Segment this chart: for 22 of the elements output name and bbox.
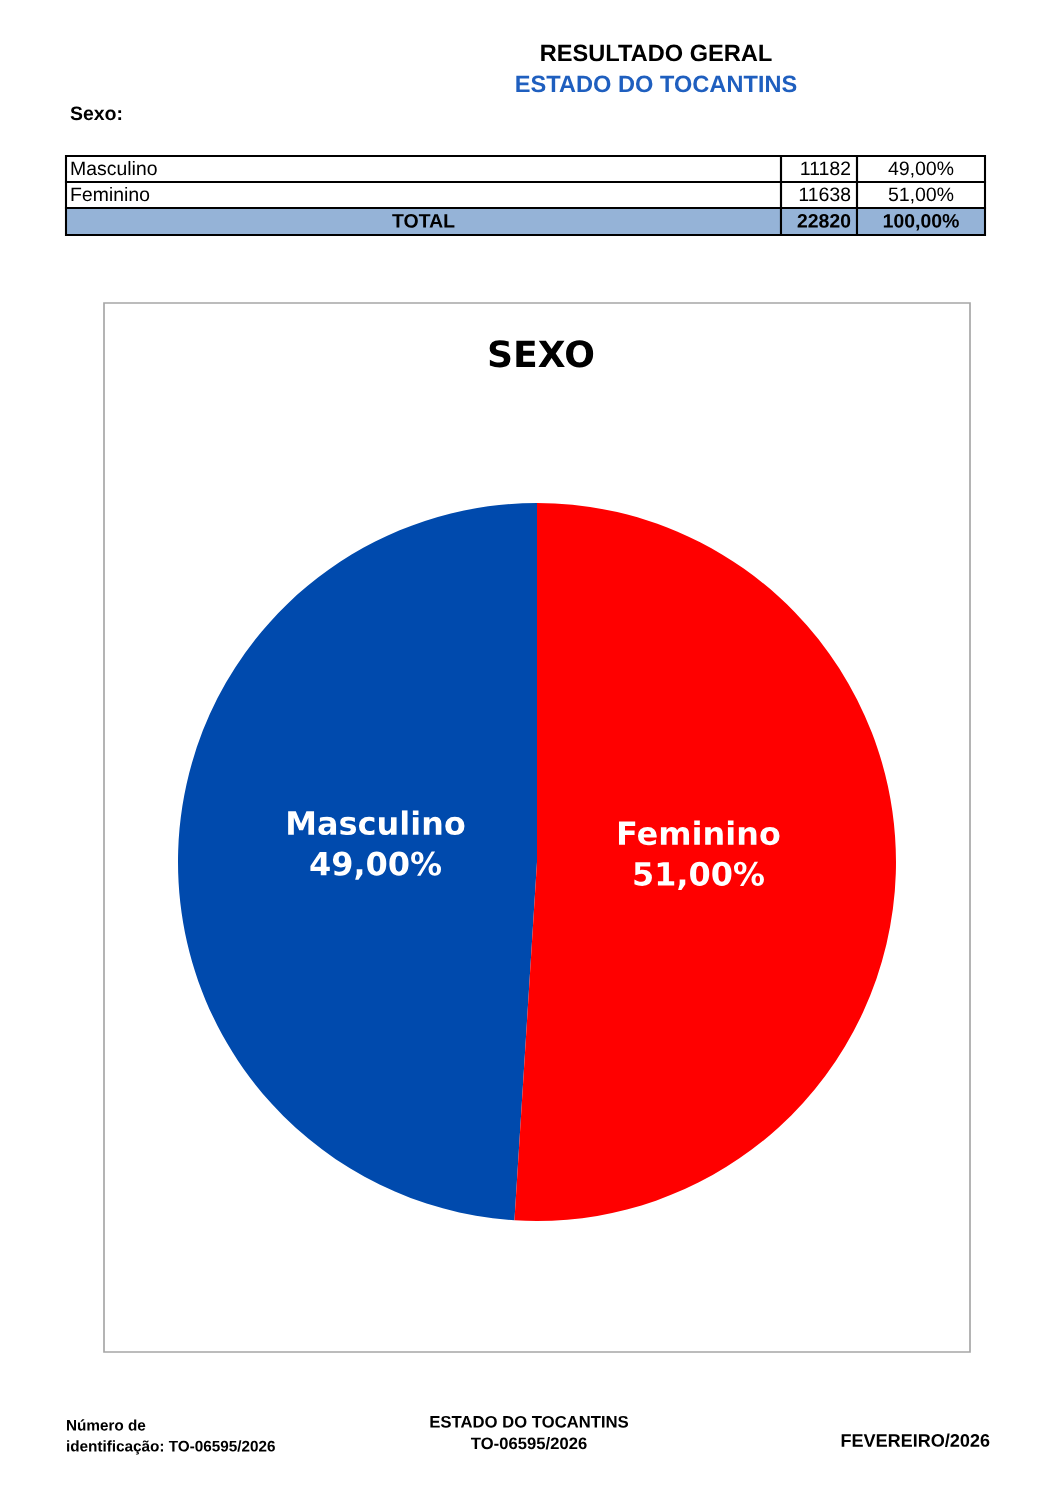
text: Sexo: — [70, 106, 122, 121]
text: Número de identificação: TO-06595/2026 — [67, 1419, 275, 1455]
slice-label: Masculino — [288, 810, 465, 836]
text: ESTADO DO TOCANTINS — [516, 75, 797, 93]
text: 49,00% — [888, 161, 954, 178]
data-label: 51,00% — [634, 861, 764, 890]
text: ESTADO DO TOCANTINS TO-06595/2026 — [430, 1415, 629, 1450]
text: 100,00% — [883, 213, 959, 231]
pie-slice — [178, 503, 537, 1221]
category-label: Feminino — [71, 186, 150, 202]
slice-label: Feminino — [618, 820, 780, 846]
text: 11638 — [799, 187, 851, 202]
text: 22820 — [797, 213, 851, 228]
text: 51,00% — [888, 187, 954, 204]
data-label: 49,00% — [310, 851, 442, 880]
text: TOTAL — [392, 213, 455, 228]
category-label: Masculino — [71, 160, 157, 176]
pie-slice — [514, 503, 896, 1221]
text: RESULTADO GERAL — [541, 44, 772, 62]
text: 11182 — [801, 161, 851, 176]
chart-title: SEXO — [489, 340, 594, 368]
text: FEVEREIRO/2026 — [841, 1433, 990, 1448]
